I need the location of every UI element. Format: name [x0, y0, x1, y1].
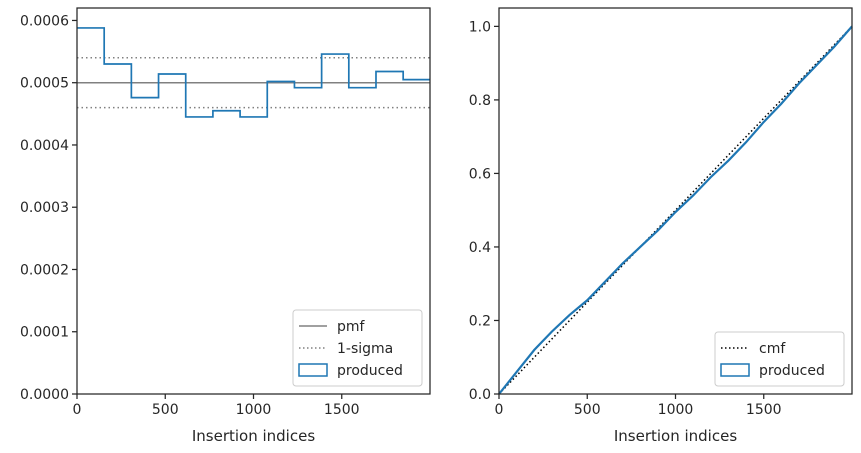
x-tick-label: 1500: [324, 402, 360, 418]
legend-label: 1-sigma: [337, 341, 393, 357]
produced-cumulative-line: [498, 25, 853, 395]
y-tick-label: 1.0: [469, 19, 491, 35]
right-chart-panel: 0 500 1000 1500 0.0 0.2 0.4 0.6 0.8 1.0 Insertion …: [469, 7, 853, 445]
y-tick-label: 0.0000: [20, 387, 69, 403]
y-tick-label: 0.0006: [20, 13, 69, 29]
x-tick-label: 0: [73, 402, 82, 418]
x-tick-label: 1000: [658, 402, 694, 418]
y-tick-label: 0.0: [469, 387, 491, 403]
legend-swatch-produced: [720, 363, 750, 377]
produced-step-line: [77, 27, 430, 118]
legend-swatch-produced: [298, 363, 328, 377]
y-tick-label: 0.2: [469, 313, 491, 329]
legend-label: cmf: [759, 341, 786, 357]
y-tick-label: 0.0005: [20, 76, 69, 92]
y-tick-label: 0.8: [469, 93, 491, 109]
x-tick-label: 500: [574, 402, 601, 418]
legend-frame: [292, 309, 423, 387]
x-axis-label: Insertion indices: [614, 427, 737, 445]
y-tick-label: 0.0001: [20, 325, 69, 341]
x-axis-label: Insertion indices: [192, 427, 315, 445]
x-tick-label: 500: [152, 402, 179, 418]
legend: cmf produced: [714, 331, 845, 387]
x-tick-label: 1500: [746, 402, 782, 418]
cmf-line: [498, 25, 853, 395]
legend-label: produced: [759, 363, 825, 379]
y-tick-label: 0.4: [469, 240, 491, 256]
y-tick-label: 0.0002: [20, 262, 69, 278]
x-tick-label: 0: [495, 402, 504, 418]
x-tick-label: 1000: [236, 402, 272, 418]
y-tick-label: 0.0004: [20, 138, 69, 154]
legend-frame: [714, 331, 845, 387]
y-tick-label: 0.0003: [20, 200, 69, 216]
legend-label: pmf: [337, 319, 366, 335]
left-chart-panel: 0 500 1000 1500 0.0000 0.0001 0.0002 0.0003 0.00…: [20, 7, 431, 445]
legend: pmf 1-sigma produced: [292, 309, 423, 387]
legend-label: produced: [337, 363, 403, 379]
y-tick-label: 0.6: [469, 166, 491, 182]
